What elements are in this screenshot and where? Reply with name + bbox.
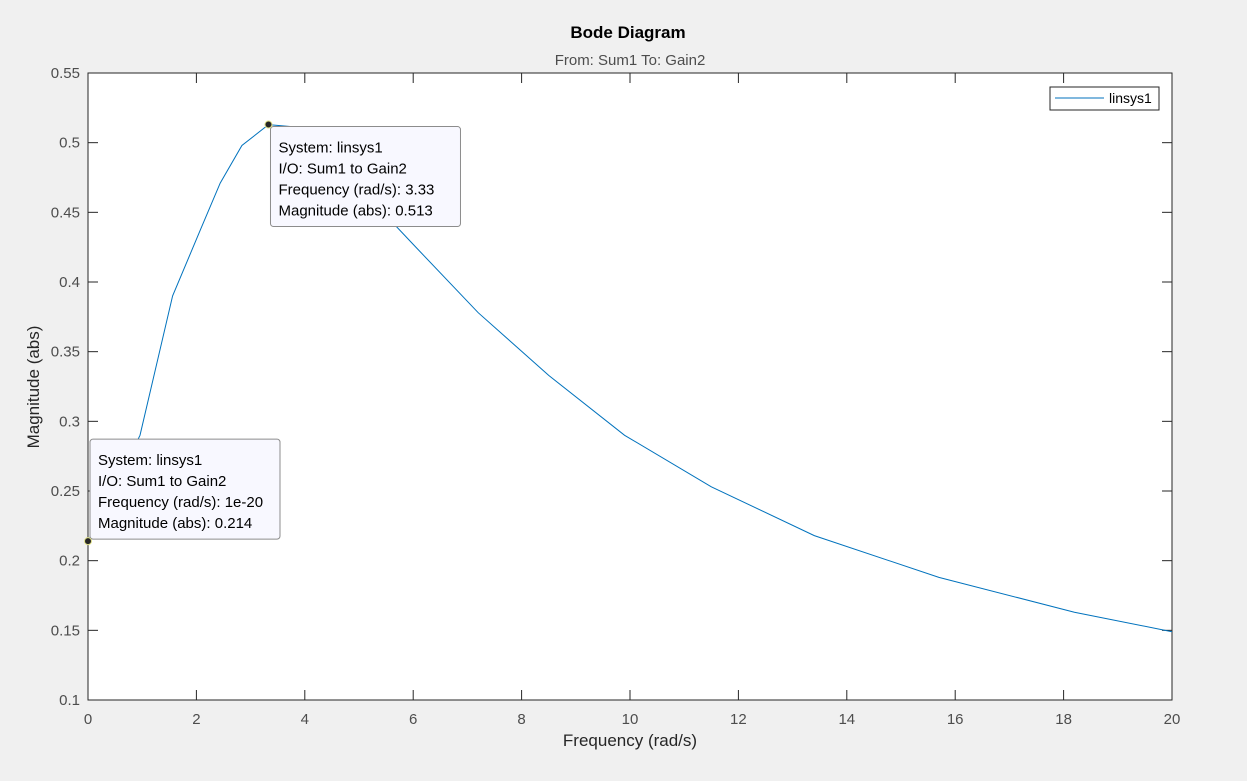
datatip-line: System: linsys1 [98, 452, 202, 469]
y-tick-label: 0.35 [51, 344, 80, 361]
legend-box [1049, 86, 1160, 111]
x-tick-label: 10 [622, 711, 639, 728]
datatip-marker[interactable] [84, 537, 92, 546]
legend[interactable]: linsys1 [1049, 86, 1160, 111]
y-axis-label: Magnitude (abs) [24, 326, 43, 449]
y-tick-label: 0.2 [59, 553, 80, 570]
legend-label-linsys1: linsys1 [1109, 90, 1152, 106]
datatip-line: I/O: Sum1 to Gain2 [98, 473, 226, 490]
datatip-line: I/O: Sum1 to Gain2 [278, 161, 406, 178]
x-tick-label: 14 [838, 711, 855, 728]
y-tick-label: 0.15 [51, 622, 80, 639]
chart-title: Bode Diagram [570, 23, 685, 42]
datatip-box [89, 438, 281, 540]
x-axis-ticks: 0 2 4 6 8 10 12 14 16 18 20 [84, 73, 1181, 728]
y-tick-label: 0.55 [51, 65, 80, 82]
y-tick-label: 0.1 [59, 692, 80, 709]
y-tick-label: 0.5 [59, 135, 80, 152]
datatip-1[interactable]: System: linsys1 I/O: Sum1 to Gain2 Frequen… [264, 120, 461, 228]
y-tick-label: 0.45 [51, 204, 80, 221]
datatips-layer: System: linsys1 I/O: Sum1 to Gain2 Frequen… [84, 120, 461, 546]
x-tick-label: 0 [84, 711, 92, 728]
x-tick-label: 12 [730, 711, 747, 728]
y-tick-label: 0.25 [51, 483, 80, 500]
x-tick-label: 4 [301, 711, 309, 728]
x-tick-label: 6 [409, 711, 417, 728]
x-tick-label: 18 [1055, 711, 1072, 728]
x-tick-label: 8 [517, 711, 525, 728]
x-axis-label: Frequency (rad/s) [563, 731, 697, 750]
x-tick-label: 2 [192, 711, 200, 728]
datatip-line: Frequency (rad/s): 1e-20 [98, 494, 263, 511]
datatip-line: System: linsys1 [278, 140, 382, 157]
chart-subtitle: From: Sum1 To: Gain2 [555, 52, 706, 69]
x-tick-label: 16 [947, 711, 964, 728]
y-tick-label: 0.3 [59, 413, 80, 430]
datatip-line: Magnitude (abs): 0.214 [98, 515, 252, 532]
datatip-line: Magnitude (abs): 0.513 [278, 203, 432, 220]
datatip-box [269, 126, 461, 228]
y-tick-label: 0.4 [59, 274, 80, 291]
datatip-line: Frequency (rad/s): 3.33 [278, 182, 434, 199]
datatip-marker[interactable] [264, 120, 273, 129]
x-tick-label: 20 [1164, 711, 1181, 728]
datatip-2[interactable]: System: linsys1 I/O: Sum1 to Gain2 Frequen… [84, 438, 281, 546]
plot-area[interactable] [87, 72, 1173, 701]
